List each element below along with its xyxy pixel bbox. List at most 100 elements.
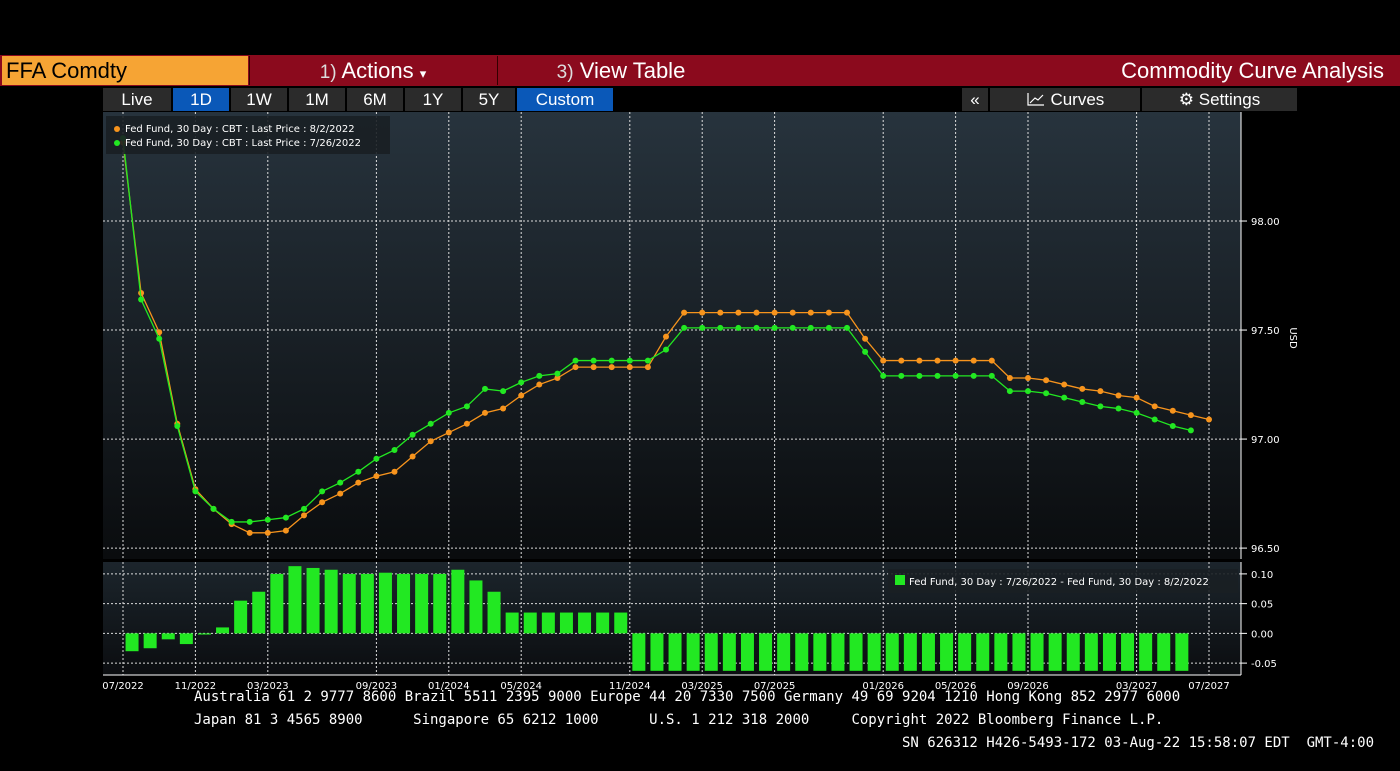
data-point-prior bbox=[988, 372, 995, 379]
data-point-prior bbox=[355, 468, 362, 475]
data-point-prior bbox=[319, 488, 326, 495]
y-tick-label: 96.50 bbox=[1251, 544, 1280, 555]
data-point-prior bbox=[156, 335, 163, 342]
data-point-prior bbox=[192, 488, 199, 495]
data-point-current bbox=[1151, 403, 1158, 410]
data-point-prior bbox=[608, 357, 615, 364]
diff-bar bbox=[686, 633, 700, 671]
collapse-panel-button[interactable]: « bbox=[962, 88, 988, 111]
data-point-current bbox=[264, 529, 271, 536]
view-table-button[interactable]: 3) View Table bbox=[497, 56, 744, 85]
legend-entry-prior: Fed Fund, 30 Day : CBT : Last Price : 7/… bbox=[125, 138, 361, 149]
data-point-current bbox=[1097, 388, 1104, 395]
diff-bar bbox=[252, 591, 266, 634]
data-point-prior bbox=[825, 324, 832, 331]
data-point-current bbox=[699, 309, 706, 316]
diff-bar bbox=[940, 633, 954, 671]
data-point-current bbox=[952, 357, 959, 364]
y-tick-label: 97.00 bbox=[1251, 435, 1280, 446]
diff-bar bbox=[958, 633, 972, 671]
data-point-prior bbox=[1151, 416, 1158, 423]
diff-bar bbox=[288, 566, 302, 634]
data-point-current bbox=[246, 529, 253, 536]
x-tick-label: 09/2026 bbox=[1007, 681, 1049, 692]
data-point-current bbox=[1206, 416, 1212, 423]
diff-bar bbox=[632, 633, 646, 671]
data-point-prior bbox=[844, 324, 850, 331]
data-point-prior bbox=[934, 372, 941, 379]
data-point-current bbox=[753, 309, 760, 316]
ticker-field[interactable]: FFA Comdty bbox=[2, 56, 248, 85]
series-line-prior bbox=[122, 138, 1192, 523]
tab-5y[interactable]: 5Y bbox=[463, 88, 515, 111]
actions-menu-button[interactable]: 1) Actions ▾ bbox=[249, 56, 496, 85]
diff-bar bbox=[831, 633, 845, 671]
diff-bar bbox=[596, 612, 610, 634]
data-point-current bbox=[825, 309, 832, 316]
data-point-prior bbox=[699, 324, 706, 331]
data-point-current bbox=[319, 499, 326, 506]
curves-button[interactable]: Curves bbox=[990, 88, 1140, 111]
data-point-current bbox=[844, 309, 850, 316]
footer-session-info: SN 626312 H426-5493-172 03-Aug-22 15:58:… bbox=[902, 735, 1375, 751]
data-point-prior bbox=[518, 379, 525, 386]
data-point-current bbox=[717, 309, 724, 316]
data-point-current bbox=[898, 357, 905, 364]
main-plot-area bbox=[103, 112, 1241, 559]
data-point-current bbox=[862, 335, 869, 342]
diff-bar bbox=[505, 612, 519, 634]
curves-icon bbox=[1027, 93, 1044, 106]
actions-menu-number: 1) bbox=[319, 62, 337, 83]
diff-bar bbox=[234, 600, 248, 634]
tab-custom[interactable]: Custom bbox=[517, 88, 613, 111]
data-point-current bbox=[301, 512, 307, 519]
view-table-label: View Table bbox=[579, 58, 686, 83]
data-point-current bbox=[663, 333, 669, 340]
tab-1w[interactable]: 1W bbox=[231, 88, 287, 111]
data-point-current bbox=[554, 375, 561, 382]
diff-bar bbox=[270, 573, 284, 634]
data-point-current bbox=[1169, 407, 1176, 414]
data-point-prior bbox=[735, 324, 742, 331]
data-point-current bbox=[1043, 377, 1050, 384]
tab-1y[interactable]: 1Y bbox=[405, 88, 461, 111]
data-point-prior bbox=[373, 455, 380, 462]
data-point-prior bbox=[952, 372, 959, 379]
data-point-current bbox=[988, 357, 995, 364]
settings-label: Settings bbox=[1198, 90, 1261, 109]
data-point-prior bbox=[1025, 388, 1031, 395]
tab-1d[interactable]: 1D bbox=[173, 88, 229, 111]
tab-6m[interactable]: 6M bbox=[347, 88, 403, 111]
settings-button[interactable]: ⚙ Settings bbox=[1142, 88, 1297, 111]
diff-bar bbox=[813, 633, 827, 671]
data-point-prior bbox=[391, 446, 398, 453]
data-point-prior bbox=[409, 431, 416, 438]
diff-bar bbox=[161, 633, 175, 640]
data-point-prior bbox=[1079, 399, 1086, 406]
diff-bar bbox=[487, 591, 501, 634]
curve-chart: 07/2022 11/2022 03/2023 09/2023 01/2024 05/20… bbox=[102, 112, 1298, 692]
diff-bar bbox=[324, 569, 338, 634]
view-table-number: 3) bbox=[556, 62, 574, 83]
diff-bar bbox=[125, 633, 139, 652]
data-point-current bbox=[807, 309, 814, 316]
tab-1m[interactable]: 1M bbox=[289, 88, 345, 111]
data-point-prior bbox=[590, 357, 597, 364]
diff-bar bbox=[994, 633, 1008, 671]
diff-bar bbox=[614, 612, 628, 634]
data-point-prior bbox=[970, 372, 977, 379]
diff-bar bbox=[451, 569, 465, 634]
data-point-prior bbox=[174, 422, 181, 429]
data-point-prior bbox=[1187, 427, 1194, 434]
data-point-prior bbox=[445, 409, 452, 416]
x-tick-label: 03/2027 bbox=[1116, 681, 1158, 692]
tab-live[interactable]: Live bbox=[103, 88, 171, 111]
data-point-prior bbox=[789, 324, 796, 331]
x-tick-label: 09/2023 bbox=[356, 681, 398, 692]
x-tick-label: 07/2022 bbox=[102, 681, 144, 692]
diff-bar bbox=[867, 633, 881, 671]
data-point-prior bbox=[337, 479, 344, 486]
diff-legend: Fed Fund, 30 Day : 7/26/2022 - Fed Fund,… bbox=[888, 569, 1238, 593]
data-point-prior bbox=[898, 372, 905, 379]
data-point-current bbox=[789, 309, 796, 316]
